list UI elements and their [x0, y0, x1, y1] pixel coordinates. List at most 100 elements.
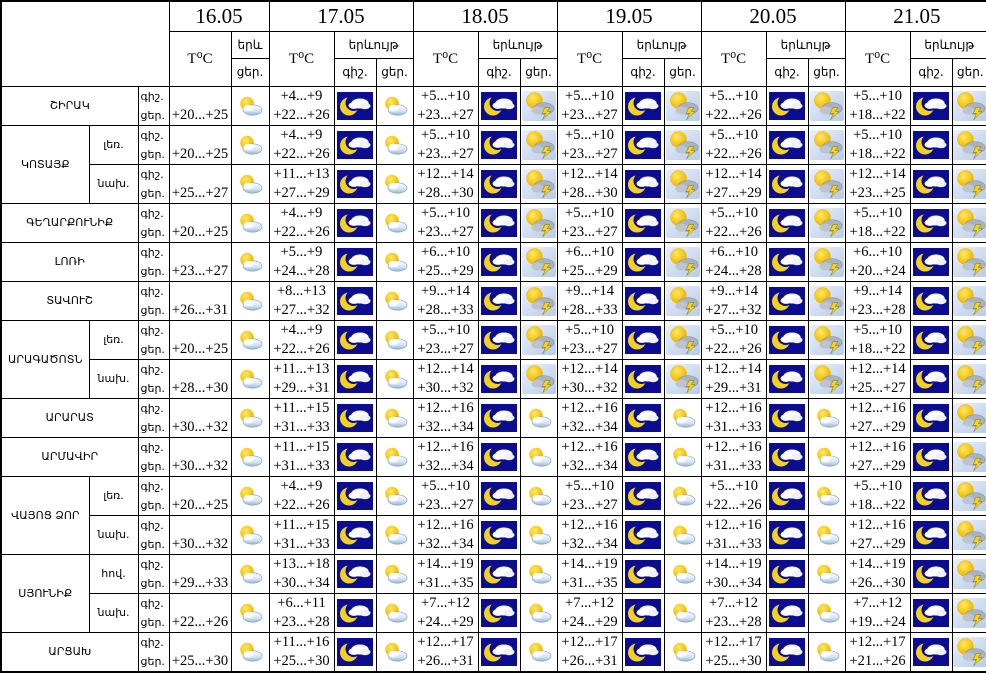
temp-cell-19: +5...+10 +23...+27 — [556, 124, 623, 165]
moon-cloud-icon — [625, 404, 661, 432]
night-temp: +12...+16 — [705, 438, 762, 455]
night-temp: +6...+10 — [421, 243, 470, 260]
day-icon-cell-21 — [951, 124, 986, 165]
day-temp: +31...+33 — [273, 457, 330, 474]
night-icon-cell-20 — [765, 514, 809, 555]
night-icon-cell-20 — [765, 553, 809, 594]
night-temp: +5...+10 — [853, 321, 903, 338]
night-temp: +4...+9 — [280, 87, 323, 104]
temp-cell-17: +11...+13 +29...+31 — [268, 358, 335, 399]
sun-cloud-icon — [670, 602, 696, 624]
day-temp: +31...+35 — [417, 574, 474, 591]
phenomenon-header: երևույթ — [333, 30, 414, 59]
sun-cloud-icon — [526, 485, 552, 507]
zone-label: նախ. — [88, 592, 139, 633]
moon-cloud-icon — [625, 248, 661, 276]
sun-cloud-lightning-icon — [953, 481, 986, 511]
day-icon-cell-17 — [375, 553, 414, 594]
day-temp: +28...+33 — [561, 301, 618, 318]
night-temp: +7...+12 — [565, 594, 615, 611]
header-dates-row: 16.05 17.05 18.05 19.05 20.05 21.05 — [0, 0, 986, 87]
night-icon-cell-19 — [621, 631, 665, 672]
night-icon-cell-20 — [765, 592, 809, 633]
night-icon-cell-17 — [333, 358, 377, 399]
day-icon-cell-19 — [663, 280, 702, 321]
night-icon-cell-21 — [909, 358, 953, 399]
moon-cloud-icon — [337, 638, 373, 666]
night-temp: +5...+10 — [709, 477, 759, 494]
night-temp: +12...+16 — [561, 438, 618, 455]
table-row: ԿՈՏԱՅՔ լեռ. գիշ. ցեր. +20...+25 +4...+9 +22...… — [0, 124, 986, 204]
sun-cloud-icon — [237, 173, 263, 195]
day-temp: +32...+34 — [417, 418, 474, 435]
sun-cloud-icon — [382, 641, 408, 663]
temp-header: T⁰C — [412, 30, 479, 87]
temp-cell-21: +5...+10 +18...+22 — [844, 124, 911, 165]
temp-cell-21: +12...+16 +27...+29 — [844, 436, 911, 477]
day-temp: +26...+31 — [417, 652, 474, 669]
night-temp — [170, 438, 230, 457]
temp-cell-21: +5...+10 +18...+22 — [844, 85, 911, 126]
moon-cloud-icon — [913, 560, 949, 588]
temp-cell-20: +12...+16 +31...+33 — [700, 436, 767, 477]
sun-cloud-icon — [237, 641, 263, 663]
sun-cloud-lightning-icon — [666, 364, 700, 394]
zone-label: լեռ. — [88, 319, 139, 360]
night-temp: +5...+10 — [565, 87, 615, 104]
day-temp: +22...+26 — [273, 106, 330, 123]
sun-cloud-icon — [814, 524, 840, 546]
moon-cloud-icon — [337, 443, 373, 471]
night-temp: +11...+15 — [273, 438, 330, 455]
day-label: ցեր. — [140, 615, 165, 629]
day-icon-cell-21 — [951, 397, 986, 438]
night-icon-cell-17 — [333, 241, 377, 282]
night-icon-cell-17 — [333, 280, 377, 321]
day-temp: +18...+22 — [849, 223, 906, 240]
sun-cloud-lightning-icon — [666, 325, 700, 355]
moon-cloud-icon — [337, 365, 373, 393]
night-icon-cell-18 — [477, 397, 521, 438]
day-icon-cell-21 — [951, 475, 986, 516]
temp-cell-20: +5...+10 +22...+26 — [700, 85, 767, 126]
moon-cloud-icon — [481, 287, 517, 315]
day-temp: +22...+26 — [273, 145, 330, 162]
day-header: ցեր. — [375, 57, 414, 87]
day-icon-cell-19 — [663, 436, 702, 477]
temp-cell-19: +5...+10 +23...+27 — [556, 319, 623, 360]
day-icon-cell-20 — [807, 631, 846, 672]
night-temp: +12...+14 — [417, 165, 474, 182]
day-temp: +31...+33 — [273, 418, 330, 435]
sun-cloud-lightning-icon — [953, 559, 986, 589]
sun-cloud-lightning-icon — [953, 286, 986, 316]
night-icon-cell-18 — [477, 241, 521, 282]
time-of-day-labels: գիշ. ցեր. — [137, 436, 170, 477]
temp-cell-21: +5...+10 +18...+22 — [844, 319, 911, 360]
night-icon-cell-21 — [909, 514, 953, 555]
temp-cell-21: +12...+14 +25...+27 — [844, 358, 911, 399]
day-icon-cell-21 — [951, 85, 986, 126]
sun-cloud-icon — [237, 485, 263, 507]
day-temp: +30...+32 — [171, 418, 229, 435]
table-row: ԳԵՂԱՐՔՈՒՆԻՔ գիշ. ցեր. +20...+25 +4...+9 +22..… — [0, 202, 986, 243]
day-header: ցեր. — [230, 57, 270, 87]
moon-cloud-icon — [769, 326, 805, 354]
temp-cell-20: +5...+10 +22...+26 — [700, 475, 767, 516]
day-temp: +25...+27 — [849, 379, 906, 396]
moon-cloud-icon — [337, 287, 373, 315]
day-temp: +21...+26 — [849, 652, 906, 669]
temp-cell-18: +5...+10 +23...+27 — [412, 124, 479, 165]
moon-cloud-icon — [481, 170, 517, 198]
night-icon-cell-20 — [765, 475, 809, 516]
table-row: ԱՐՄԱՎԻՐ գիշ. ցեր. +30...+32 +11...+15 +31...+… — [0, 436, 986, 477]
time-of-day-labels: գիշ. ցեր. — [137, 85, 170, 126]
night-icon-cell-20 — [765, 163, 809, 204]
day-label: ցեր. — [140, 225, 165, 239]
day-icon-cell-19 — [663, 241, 702, 282]
day-temp: +23...+27 — [561, 223, 618, 240]
moon-cloud-icon — [625, 560, 661, 588]
day-temp: +27...+29 — [849, 457, 906, 474]
temp-cell-19: +5...+10 +23...+27 — [556, 85, 623, 126]
night-temp: +11...+13 — [273, 165, 330, 182]
day-icon-cell-17 — [375, 631, 414, 672]
day-label: ցեր. — [140, 537, 165, 551]
